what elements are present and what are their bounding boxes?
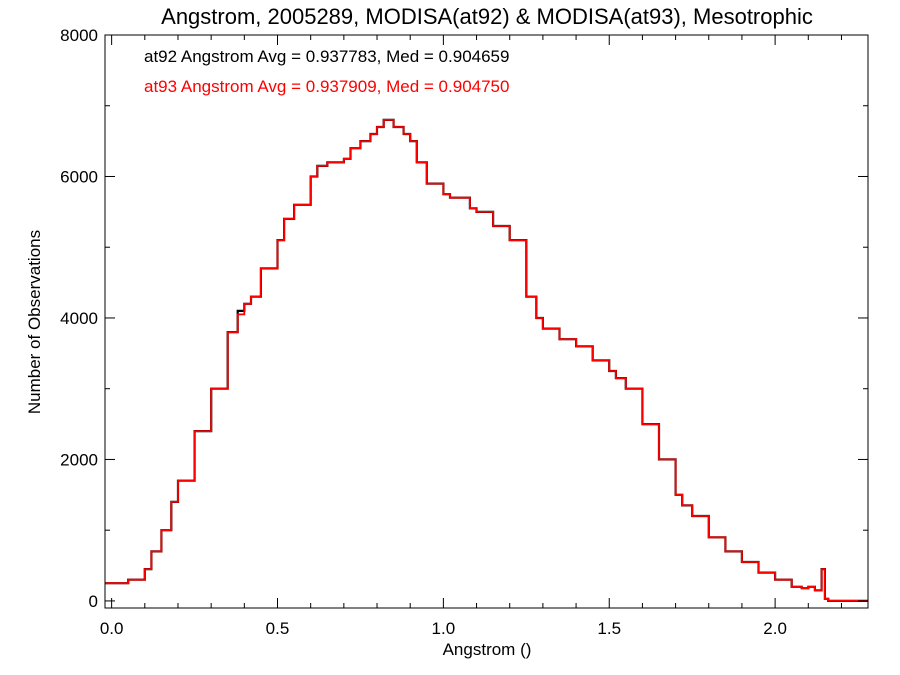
- x-tick-label: 1.5: [597, 619, 621, 638]
- y-tick-label: 4000: [60, 309, 98, 328]
- plot-frame: [104, 34, 869, 609]
- x-tick-label: 0.5: [266, 619, 290, 638]
- annotation-at93-stats: at93 Angstrom Avg = 0.937909, Med = 0.90…: [144, 77, 509, 96]
- y-tick-label: 0: [89, 592, 98, 611]
- x-axis-label: Angstrom (): [443, 640, 532, 659]
- chart-title: Angstrom, 2005289, MODISA(at92) & MODISA…: [161, 4, 813, 29]
- x-tick-label: 1.0: [432, 619, 456, 638]
- y-axis-label: Number of Observations: [25, 230, 44, 414]
- x-tick-label: 0.0: [100, 619, 124, 638]
- y-tick-label: 8000: [60, 26, 98, 45]
- histogram-series-0: [105, 118, 868, 602]
- annotation-at92-stats: at92 Angstrom Avg = 0.937783, Med = 0.90…: [144, 47, 509, 66]
- y-tick-label: 6000: [60, 167, 98, 186]
- axes-layer: 0.0 0.5 1.0 1.5 2.0 0 2000 4000 6000 8000: [60, 26, 869, 638]
- y-tick-label: 2000: [60, 450, 98, 469]
- x-tick-label: 2.0: [763, 619, 787, 638]
- series-layer: [105, 118, 868, 602]
- histogram-series-1: [105, 119, 868, 602]
